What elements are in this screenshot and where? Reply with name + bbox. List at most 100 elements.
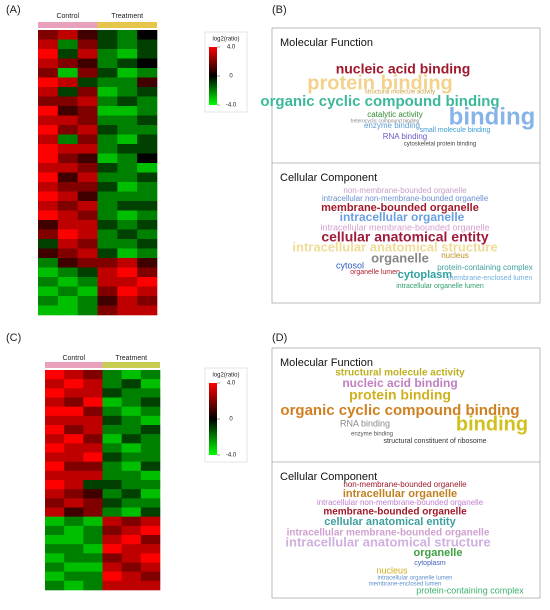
heat-cell [83, 370, 103, 380]
heat-cell [77, 305, 98, 316]
heat-cell [97, 134, 118, 145]
heat-cell [117, 106, 138, 116]
heat-cell [64, 434, 84, 444]
heat-cell [45, 580, 65, 591]
heat-cell [83, 544, 103, 554]
heat-cell [102, 516, 122, 527]
heat-cell [57, 258, 78, 268]
heat-cell [57, 248, 78, 259]
cloud-word: nucleus [376, 565, 408, 575]
heat-cell [64, 397, 84, 407]
cloud-word: structural molecule activity [335, 368, 465, 379]
heat-cell [117, 201, 138, 211]
heat-cell [83, 443, 103, 453]
heat-cell [102, 480, 122, 490]
heat-cell [140, 425, 161, 435]
heat-cell [77, 87, 98, 97]
colorbar [209, 383, 217, 455]
heat-cell [38, 229, 59, 240]
heat-cell [102, 535, 122, 545]
heat-cell [117, 229, 138, 240]
heat-cell [77, 182, 98, 192]
heat-cell [64, 406, 84, 417]
heat-cell [102, 443, 122, 453]
heat-cell [121, 480, 142, 490]
section-title: Molecular Function [280, 357, 373, 369]
heat-cell [102, 425, 122, 435]
heat-cell [77, 201, 98, 211]
colorbar-tick-label: 4.0 [227, 45, 236, 51]
heat-cell [117, 96, 138, 107]
heat-cell [64, 489, 84, 499]
heat-cell [137, 201, 158, 211]
heat-cell [102, 415, 122, 426]
heat-cell [57, 134, 78, 145]
heat-cell [83, 507, 103, 517]
heat-cell [45, 571, 65, 582]
heat-cell [97, 248, 118, 259]
heat-cell [83, 562, 103, 572]
heat-cell [140, 452, 161, 462]
cloud-word: nucleus [441, 251, 469, 260]
cloud-word: membrane-enclosed lumen [369, 582, 442, 588]
heat-cell [117, 210, 138, 221]
cloud-word: heterocyclic compound binding [351, 118, 420, 124]
cloud-word: RNA binding [340, 418, 390, 428]
heat-cell [117, 172, 138, 183]
heat-cell [121, 580, 142, 591]
heat-cell [83, 452, 103, 462]
heat-cell [64, 507, 84, 517]
heat-cell [117, 267, 138, 278]
heat-cell [77, 296, 98, 306]
heat-cell [102, 452, 122, 462]
heat-cell [117, 163, 138, 173]
group-bar [97, 22, 157, 28]
heat-cell [45, 562, 65, 572]
heat-cell [38, 182, 59, 192]
heat-cell [97, 77, 118, 88]
heat-cell [64, 443, 84, 453]
heat-cell [121, 388, 142, 398]
cloud-word: organelle [371, 250, 429, 265]
heat-cell [77, 134, 98, 145]
heat-cell [38, 115, 59, 126]
cloud-word: non-membrane-bounded organelle [343, 480, 467, 489]
heat-cell [38, 220, 59, 230]
colorbar [209, 47, 217, 105]
heat-cell [137, 286, 158, 297]
cloud-word: intracellular organelle lumen [377, 576, 452, 582]
legend-title: log2(ratio) [212, 373, 239, 379]
cloud-box [271, 347, 541, 599]
heat-cell [102, 571, 122, 582]
heat-cell [83, 516, 103, 527]
heat-cell [97, 277, 118, 287]
heat-cell [137, 106, 158, 116]
heat-cell [117, 39, 138, 50]
colorbar-tick-label: 0 [229, 417, 233, 423]
heat-cell [57, 220, 78, 230]
heat-cell [137, 115, 158, 126]
heat-cell [83, 434, 103, 444]
legend-title: log2(ratio) [212, 37, 239, 43]
heat-cell [64, 535, 84, 545]
heat-cell [121, 452, 142, 462]
cloud-word: organic cyclic compound binding [280, 402, 519, 419]
heat-cell [121, 507, 142, 517]
heat-cell [45, 434, 65, 444]
heat-cell [121, 425, 142, 435]
heat-cell [121, 535, 142, 545]
heat-cell [140, 544, 161, 554]
heat-cell [140, 571, 161, 582]
heat-cell [102, 562, 122, 572]
heat-cell [83, 535, 103, 545]
heat-cell [83, 525, 103, 536]
cloud-word: enzyme binding [351, 432, 393, 438]
heat-cell [97, 39, 118, 50]
heat-cell [57, 49, 78, 59]
heat-cell [102, 507, 122, 517]
cloud-word: structural molecule activity [365, 90, 435, 96]
heat-cell [140, 443, 161, 453]
heat-cell [137, 125, 158, 135]
heat-cell [57, 201, 78, 211]
